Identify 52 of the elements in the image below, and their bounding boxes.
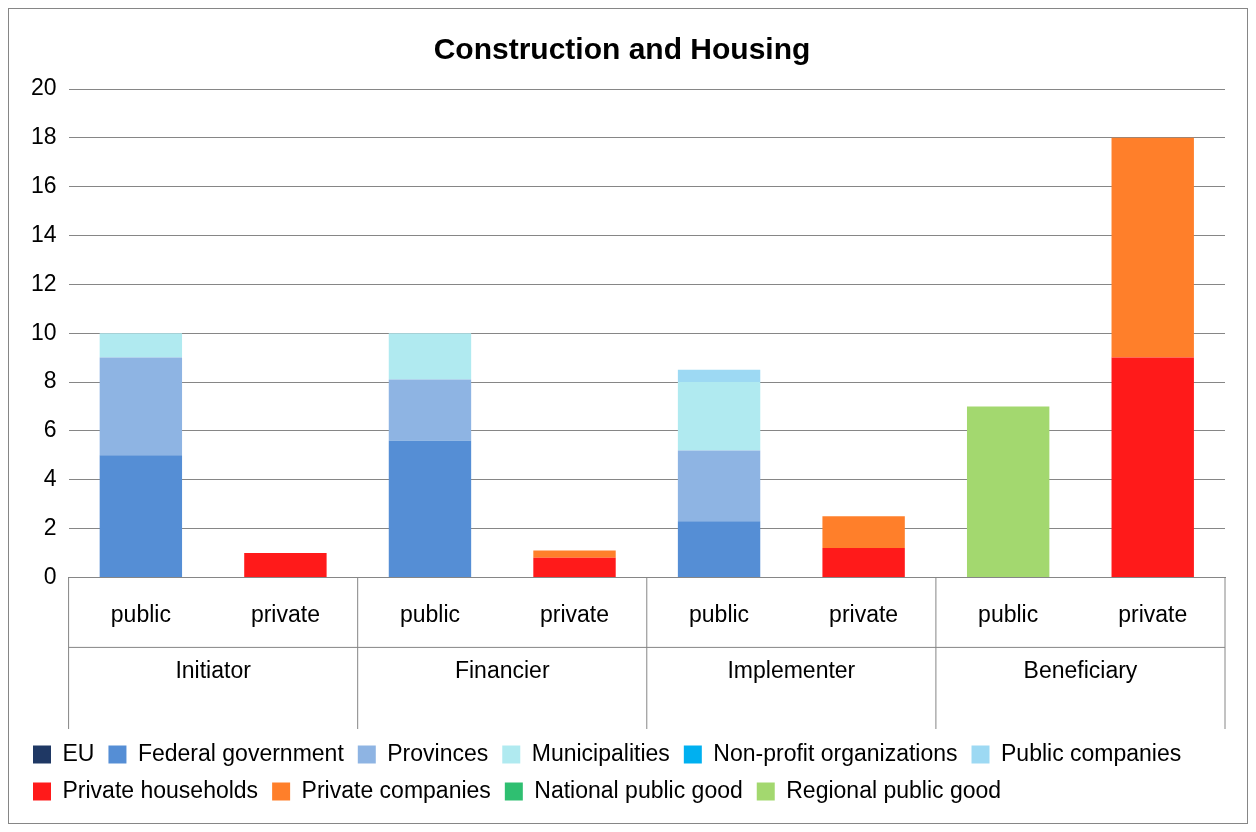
bar <box>822 548 905 577</box>
x-tick-label: private <box>829 600 899 627</box>
x-tick-label: private <box>539 600 610 627</box>
text: Initiator <box>175 656 252 683</box>
x-tick-label: private <box>250 600 320 627</box>
legend-label: Federal government <box>137 739 345 766</box>
bar <box>388 440 472 577</box>
y-tick-label: 14 <box>30 220 57 247</box>
text: Implementer <box>727 656 856 683</box>
text: Beneficiary <box>1023 656 1138 683</box>
legend-label: Regional public good <box>786 776 1002 803</box>
legend-label: National public good <box>534 776 743 803</box>
x-tick-label: public <box>110 600 171 627</box>
bar <box>1111 357 1194 577</box>
y-tick-label: 6 <box>43 416 57 443</box>
bar <box>533 557 616 577</box>
y-tick-label: 10 <box>30 318 57 345</box>
x-tick-label: public <box>978 600 1039 627</box>
legend-label: Municipalities <box>531 739 670 766</box>
y-tick-label: 0 <box>43 562 57 589</box>
legend-label: Private households <box>62 776 259 803</box>
legend-label: Provinces <box>387 739 489 766</box>
y-tick-label: 16 <box>30 172 57 199</box>
bar <box>99 333 183 358</box>
bar <box>677 450 761 522</box>
y-tick-label: 2 <box>43 513 57 540</box>
bar <box>966 406 1050 577</box>
legend-label: Non-profit organizations <box>713 739 958 766</box>
legend-label: Public companies <box>1001 739 1182 766</box>
text: Financier <box>454 656 550 683</box>
bar <box>388 379 472 441</box>
x-tick-label: public <box>689 600 750 627</box>
y-tick-label: 20 <box>30 74 57 101</box>
legend-label: EU <box>62 739 95 766</box>
bar <box>99 357 183 456</box>
y-tick-label: 4 <box>43 465 57 492</box>
bar <box>822 516 905 549</box>
bar <box>1111 137 1194 358</box>
bar <box>677 521 761 577</box>
x-tick-label: private <box>1118 600 1188 627</box>
bar <box>533 550 616 558</box>
y-tick-label: 8 <box>43 367 57 394</box>
y-tick-label: 18 <box>30 123 57 150</box>
bar <box>388 333 472 380</box>
bar <box>677 369 761 383</box>
y-tick-label: 12 <box>30 269 57 296</box>
x-tick-label: public <box>399 600 461 627</box>
chart-title: Construction and Housing <box>433 32 811 66</box>
bar <box>244 552 327 577</box>
legend-label: Private companies <box>301 776 491 803</box>
bar <box>677 382 761 451</box>
bar <box>99 455 183 577</box>
